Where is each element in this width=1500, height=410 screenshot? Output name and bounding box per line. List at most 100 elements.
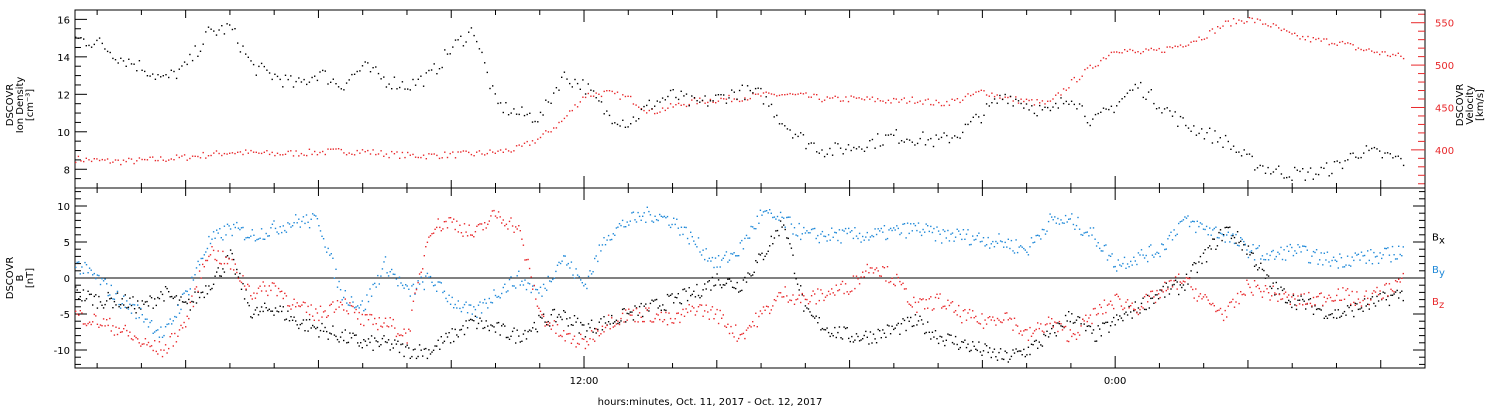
by-series-point <box>1100 250 1102 252</box>
bx-series-point <box>964 339 966 341</box>
bx-series-point <box>660 309 662 311</box>
bx-series-point <box>158 297 161 300</box>
bz-series-point <box>158 341 161 343</box>
bx-series-point <box>422 355 424 357</box>
bx-series-point <box>172 297 174 300</box>
bx-series-point <box>1130 311 1132 313</box>
velocity-series-point <box>1238 19 1240 21</box>
density-series-point <box>983 114 985 116</box>
velocity-series-point <box>1052 98 1054 100</box>
density-series-point <box>122 60 125 62</box>
bx-series-point <box>462 325 464 327</box>
bx-series-point <box>186 302 188 305</box>
bz-series-point <box>234 263 236 265</box>
bx-series-point <box>953 343 955 345</box>
bz-series-point <box>1145 293 1147 296</box>
density-series-point <box>186 63 188 66</box>
velocity-series-point <box>436 154 438 157</box>
bz-series-point <box>468 224 470 226</box>
bx-series-point <box>530 330 532 332</box>
velocity-series-point <box>561 120 563 123</box>
bx-series-point <box>437 339 439 341</box>
bx-series-point <box>1367 303 1369 305</box>
by-series-point <box>795 234 797 236</box>
velocity-series-point <box>337 148 340 150</box>
density-series-point <box>518 113 520 116</box>
by-series-point <box>691 236 693 238</box>
bx-series-point <box>480 320 483 322</box>
bx-series-point <box>1095 340 1098 342</box>
velocity-series-point <box>709 98 712 101</box>
density-series-point <box>1291 179 1293 181</box>
bz-series-point <box>696 310 698 313</box>
density-series-point <box>353 73 356 75</box>
velocity-series-point <box>136 160 138 162</box>
by-series-point <box>85 264 88 266</box>
bz-series-point <box>1100 306 1102 309</box>
density-series-point <box>502 111 504 114</box>
bx-series-point <box>690 294 692 297</box>
bz-series-point <box>1261 296 1264 298</box>
density-series-point <box>85 45 87 47</box>
bx-series-point <box>1314 305 1316 307</box>
by-series-point <box>1325 259 1327 261</box>
density-series-point <box>223 33 226 35</box>
bz-series-point <box>555 332 557 334</box>
by-series-point <box>1258 245 1260 247</box>
by-series-point <box>490 301 492 304</box>
bz-series-point <box>1209 302 1211 305</box>
velocity-series-point <box>776 95 778 97</box>
velocity-series-point <box>1344 42 1346 45</box>
density-series-point <box>303 78 305 81</box>
by-series-point <box>367 300 370 303</box>
bz-series-point <box>634 320 636 323</box>
velocity-series-point <box>553 127 555 129</box>
by-series-point <box>541 295 543 297</box>
by-series-point <box>1249 251 1251 253</box>
velocity-series-point <box>202 151 204 154</box>
density-series-point <box>154 78 157 80</box>
velocity-series-point <box>372 149 374 151</box>
velocity-series-point <box>237 151 239 153</box>
by-series-point <box>381 268 384 270</box>
by-series-point <box>96 274 99 276</box>
velocity-series-point <box>1185 45 1187 47</box>
density-series-point <box>800 132 802 134</box>
by-series-point <box>1247 256 1250 259</box>
velocity-series-point <box>1291 33 1293 35</box>
velocity-series-point <box>1121 52 1123 54</box>
bz-series-point <box>967 312 969 314</box>
bx-series-point <box>558 313 560 316</box>
bz-series-point <box>1302 304 1304 306</box>
by-series-point <box>383 261 385 263</box>
bx-series-point <box>116 292 119 294</box>
bz-series-point <box>549 322 551 324</box>
bx-series-point <box>442 342 444 344</box>
density-series-point <box>125 65 127 67</box>
by-series-point <box>769 209 771 211</box>
bx-series-point <box>194 291 196 293</box>
by-series-point <box>137 304 139 306</box>
bz-series-point <box>597 330 599 332</box>
bx-series-point <box>440 336 442 338</box>
bz-series-point <box>274 285 277 287</box>
density-series-point <box>999 94 1001 97</box>
bz-series-point <box>1226 316 1228 318</box>
bz-series-point <box>694 314 697 316</box>
bx-series-point <box>552 309 554 311</box>
density-series-point <box>322 69 324 72</box>
density-series-point <box>1355 156 1357 158</box>
density-series-point <box>731 89 733 91</box>
density-series-point <box>970 120 972 123</box>
bz-series-point <box>888 281 890 284</box>
by-series-point <box>169 318 171 320</box>
bx-series-point <box>381 337 384 340</box>
bz-series-point <box>795 299 797 301</box>
velocity-series-point <box>964 95 967 98</box>
bx-series-point <box>985 345 988 347</box>
by-series-point <box>1362 255 1364 257</box>
by-series-point <box>298 218 300 220</box>
by-series-point <box>1064 214 1067 217</box>
velocity-series-point <box>712 101 714 103</box>
velocity-series-point <box>226 153 228 155</box>
